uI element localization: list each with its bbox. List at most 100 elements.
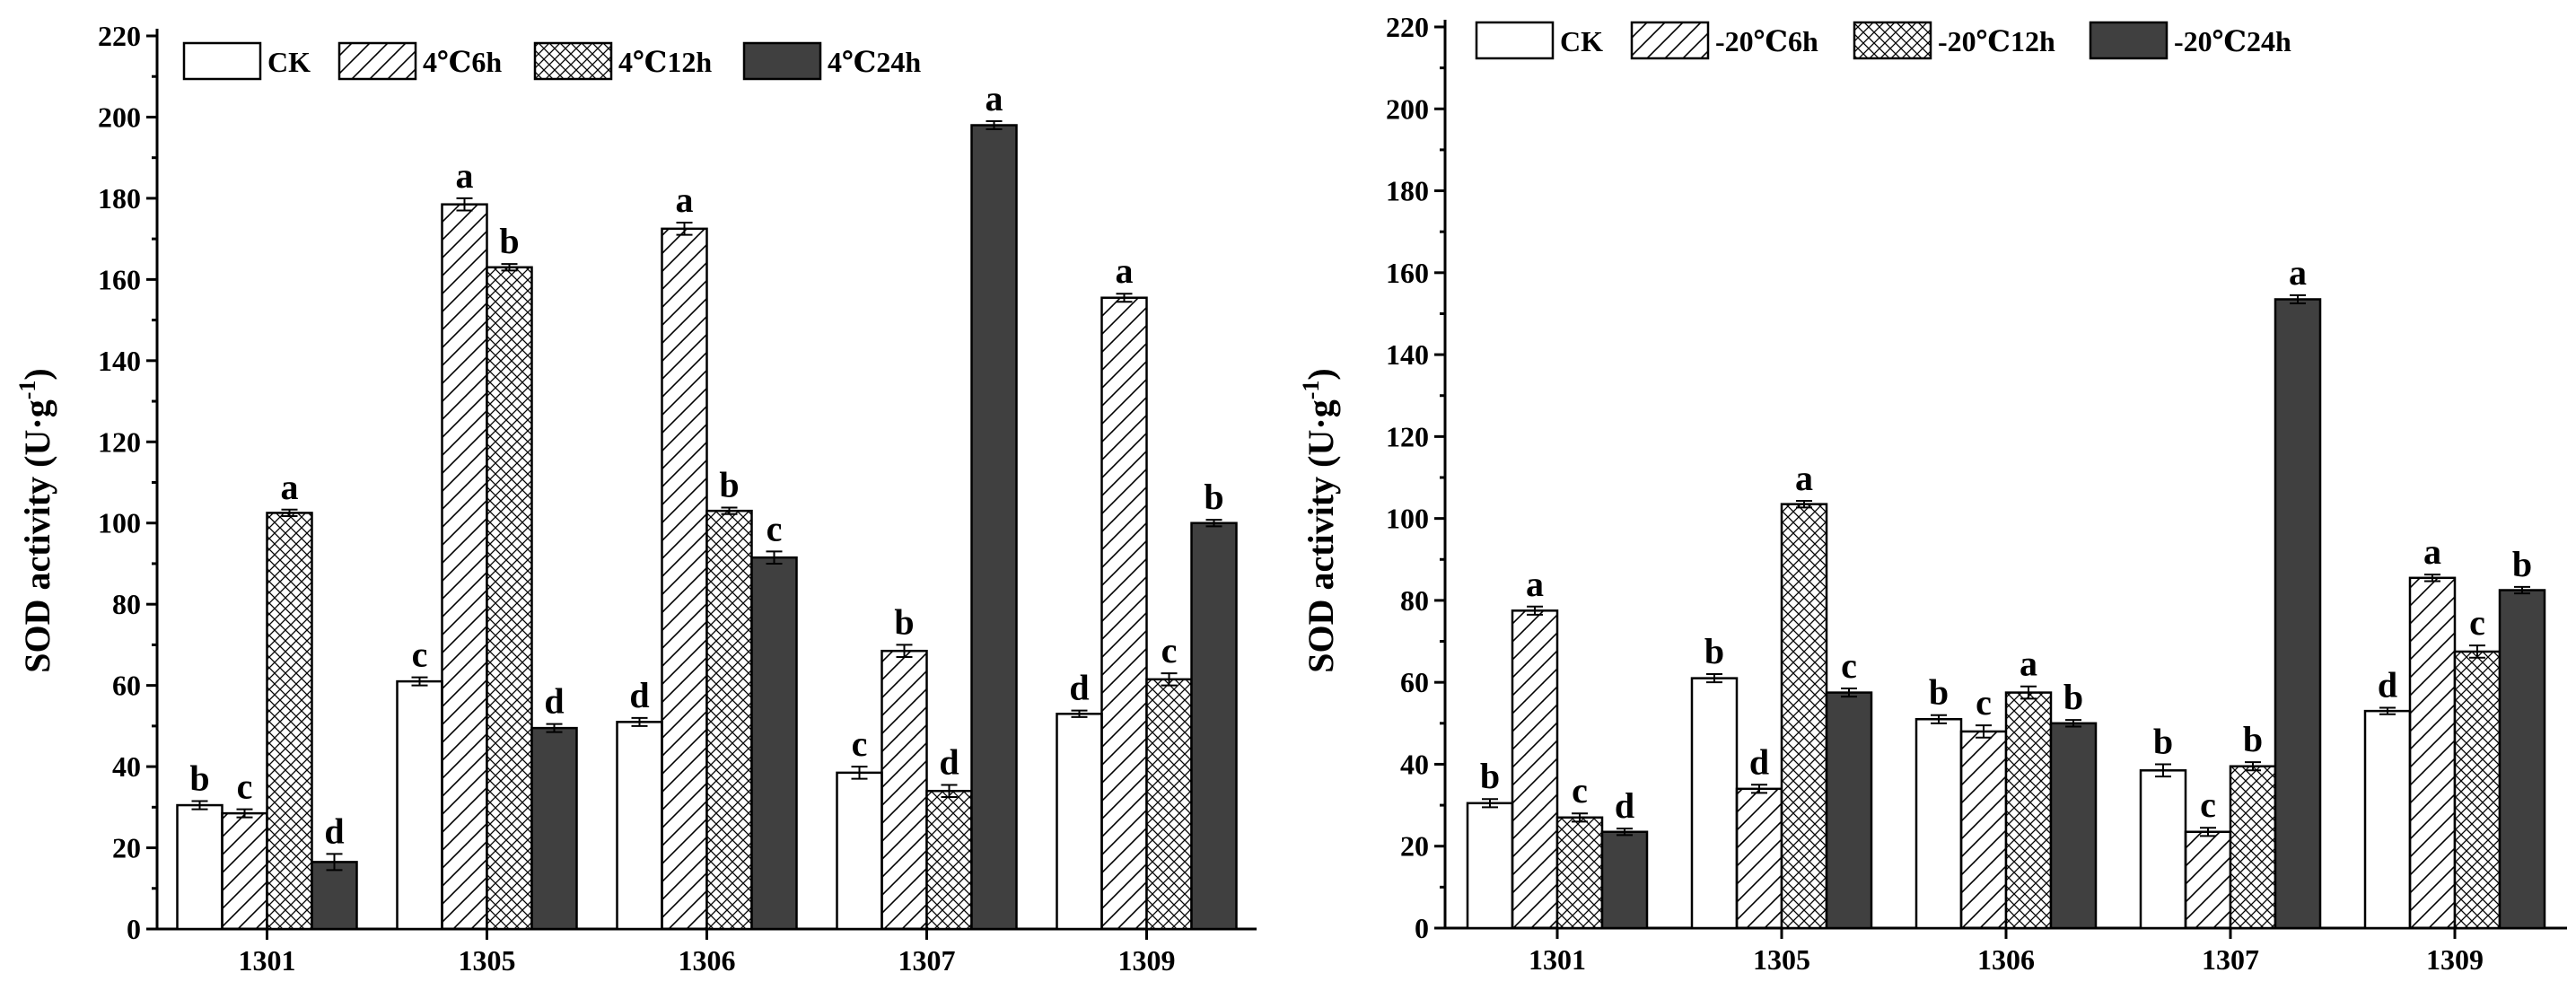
bar-1305--20℃24h [1825, 691, 1873, 930]
error-bar [1205, 519, 1222, 528]
legend-swatch-4℃6h [337, 41, 417, 81]
error-bar [1931, 714, 1947, 724]
bar-1309--20℃12h [2453, 650, 2502, 930]
bar-1309-4℃12h [1145, 678, 1193, 931]
y-tick-label: 40 [112, 750, 141, 783]
legend-swatch-4℃12h [533, 41, 613, 81]
error-bar [2065, 719, 2081, 728]
error-bar [2290, 294, 2306, 305]
legend-label: CK [267, 46, 311, 78]
significance-letter: d [1615, 785, 1634, 826]
error-bar [1071, 709, 1088, 718]
bar-1301-CK [176, 803, 223, 931]
significance-letter: a [2020, 644, 2037, 684]
significance-letter: a [281, 467, 299, 507]
error-bar [411, 676, 428, 687]
bar-1307-CK [2139, 769, 2187, 930]
bar-1306-CK [616, 721, 663, 931]
error-bar [236, 808, 253, 819]
bar-1307-4℃12h [925, 789, 973, 931]
y-tick-label: 20 [1400, 830, 1429, 863]
significance-letter: c [1572, 770, 1588, 811]
bar-1306--20℃12h [2004, 691, 2053, 930]
y-tick-label: 200 [98, 101, 141, 133]
bar-1309-CK [1056, 713, 1103, 931]
error-bar [1976, 724, 1992, 739]
x-tick-label: 1305 [459, 944, 516, 977]
bar-1305--20℃12h [1780, 503, 1828, 930]
x-tick-label: 1306 [679, 944, 736, 977]
y-tick-label: 40 [1400, 748, 1429, 780]
y-tick-label: 180 [98, 182, 141, 215]
y-tick-label: 80 [112, 588, 141, 620]
y-tick-label: 220 [98, 20, 141, 52]
y-tick-label: 220 [1386, 11, 1429, 43]
x-tick-label: 1305 [1753, 943, 1810, 976]
significance-letter: c [2469, 602, 2485, 643]
bar-1301--20℃6h [1511, 609, 1559, 930]
y-axis-label: SOD activity (U·g-1) [14, 368, 57, 672]
x-tick-label: 1307 [2202, 943, 2259, 976]
error-bar [941, 784, 958, 799]
error-bar [326, 853, 343, 872]
legend-label: -20℃12h [1938, 25, 2055, 57]
bar-1306-4℃24h [750, 556, 798, 931]
bar-1307-CK [836, 771, 883, 931]
legend-label: CK [1560, 25, 1603, 57]
bar-1301-CK [1466, 802, 1514, 930]
bar-1305-CK [396, 679, 443, 931]
y-tick-label: 200 [1386, 92, 1429, 125]
significance-letter: d [2378, 664, 2397, 705]
error-bar [1796, 500, 1812, 509]
error-bar [766, 550, 783, 565]
significance-letter: b [2512, 544, 2532, 584]
bar-1301-4℃24h [311, 861, 358, 931]
bar-1301--20℃12h [1555, 816, 1604, 930]
error-bar [2379, 706, 2396, 715]
x-tick-label: 1307 [898, 944, 956, 977]
error-bar [2424, 574, 2440, 583]
error-bar [2155, 763, 2171, 778]
bar-1301--20℃24h [1600, 830, 1649, 930]
y-axis-label: SOD activity (U·g-1) [1298, 368, 1341, 672]
significance-letter: d [1749, 741, 1769, 782]
error-bar [2200, 827, 2216, 837]
bar-1307--20℃6h [2184, 830, 2232, 930]
error-bar [676, 222, 693, 236]
legend-swatch--20℃6h [1630, 21, 1710, 60]
legend-swatch-CK [1475, 21, 1555, 60]
bar-1301-4℃6h [221, 811, 268, 931]
significance-letter: d [939, 741, 959, 782]
legend-label: 4℃24h [828, 46, 921, 78]
significance-letter: b [2153, 721, 2173, 761]
error-bar [2020, 685, 2037, 700]
y-tick-label: 100 [1386, 503, 1429, 535]
y-tick-label: 140 [1386, 338, 1429, 371]
bar-1307--20℃12h [2229, 765, 2277, 930]
significance-letter: b [1204, 477, 1223, 517]
error-bar [1841, 688, 1857, 698]
bar-1306--20℃6h [1959, 730, 2008, 930]
bar-1309-4℃6h [1100, 296, 1148, 931]
y-tick-label: 160 [98, 263, 141, 295]
legend-swatch--20℃12h [1853, 21, 1932, 60]
bar-1307-4℃24h [970, 124, 1018, 931]
y-tick-label: 180 [1386, 175, 1429, 207]
legend-label: -20℃24h [2174, 25, 2291, 57]
y-tick-label: 20 [112, 832, 141, 864]
significance-letter: a [2423, 531, 2441, 572]
significance-letter: d [544, 681, 564, 722]
error-bar [1116, 293, 1133, 303]
legend-label: 4℃12h [618, 46, 712, 78]
bar-1309--20℃6h [2408, 576, 2457, 930]
error-bar [851, 766, 868, 780]
bar-1307--20℃24h [2274, 298, 2322, 930]
significance-letter: a [986, 78, 1003, 118]
error-bar [1161, 672, 1178, 687]
significance-letter: d [1069, 668, 1089, 708]
significance-letter: b [2063, 677, 2083, 717]
error-bar [1751, 784, 1767, 794]
error-bar [1572, 812, 1588, 823]
significance-letter: a [456, 155, 474, 196]
significance-letter: b [1704, 631, 1724, 671]
